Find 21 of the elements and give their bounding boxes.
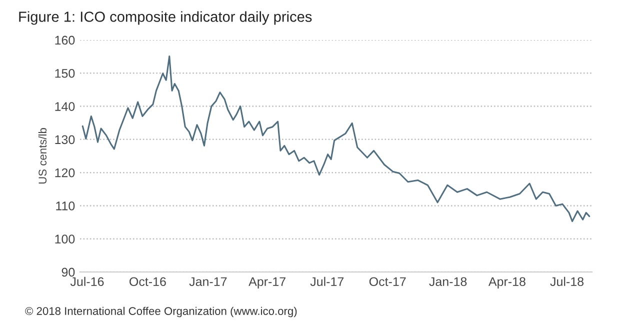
x-tick-label: Jul-16 (70, 276, 104, 286)
y-tick-label: 110 (56, 202, 75, 210)
x-tick-label: Jul-17 (310, 276, 344, 286)
y-tick-label: 90 (62, 268, 75, 277)
y-tick-label: 130 (55, 135, 75, 144)
y-tick-label: 160 (55, 36, 75, 45)
x-tick-label: Oct-16 (130, 277, 166, 286)
x-tick-label: Apr-18 (488, 277, 526, 289)
y-axis-title: US cents/lb (38, 128, 47, 184)
x-tick-label: Oct-17 (369, 277, 406, 286)
y-tick-label: 100 (55, 234, 75, 244)
line-series (82, 55, 590, 222)
y-tick-label: 120 (55, 168, 75, 178)
y-tick-label: 150 (55, 68, 75, 78)
y-tick-label: 140 (55, 102, 75, 111)
x-tick-label: Jan-18 (429, 277, 467, 286)
x-tick-label: Apr-17 (248, 277, 286, 289)
x-tick-label: Jan-17 (189, 277, 227, 286)
x-tick-label: Jul-18 (550, 276, 584, 286)
chart-title: Figure 1: ICO composite indicator daily prices (19, 11, 312, 25)
text: © 2018 International Coffee Organization (www.ico.org) (25, 306, 297, 318)
